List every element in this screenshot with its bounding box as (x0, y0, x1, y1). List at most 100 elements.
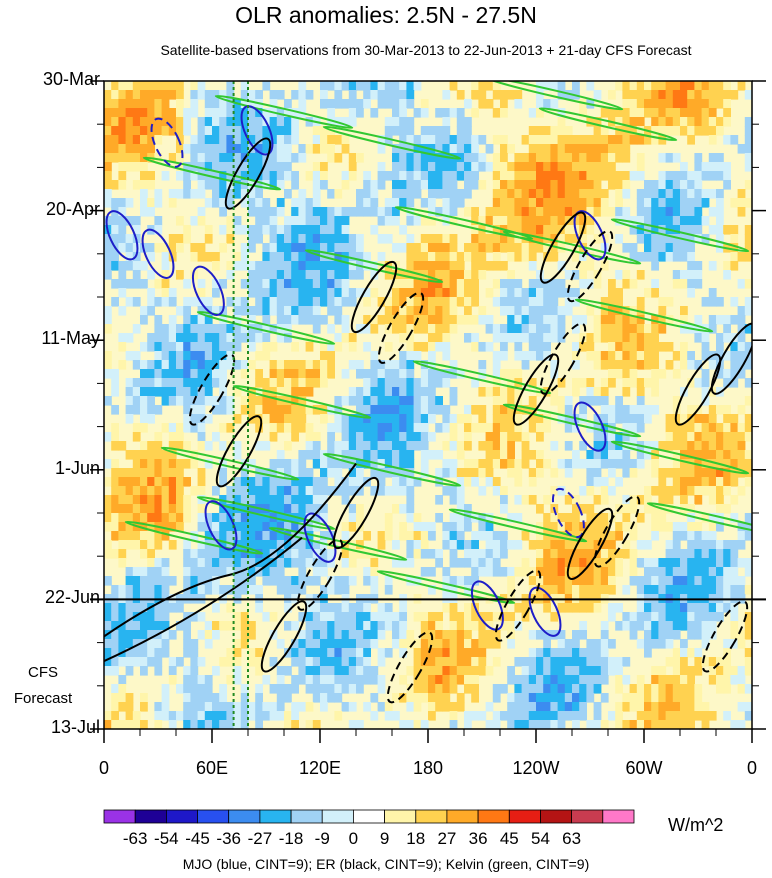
olr-cell (132, 630, 141, 640)
olr-cell (701, 630, 710, 640)
olr-cell (384, 576, 393, 586)
olr-cell (327, 270, 335, 280)
olr-cell (240, 243, 249, 253)
olr-cell (168, 342, 177, 352)
olr-cell (276, 333, 285, 343)
olr-cell (528, 171, 537, 181)
olr-cell (716, 558, 724, 568)
olr-cell (226, 333, 235, 343)
olr-cell (269, 99, 278, 109)
olr-cell (125, 630, 134, 640)
olr-cell (644, 414, 652, 424)
olr-cell (730, 261, 739, 271)
olr-cell (284, 297, 292, 307)
olr-cell (449, 315, 458, 325)
olr-cell (744, 612, 752, 622)
olr-cell (557, 648, 566, 658)
olr-cell (341, 225, 350, 235)
olr-cell (140, 90, 148, 100)
colorbar-swatch (571, 809, 604, 824)
colorbar-swatch (508, 809, 541, 824)
olr-cell (428, 612, 436, 622)
olr-cell (305, 495, 314, 505)
olr-cell (550, 243, 559, 253)
olr-cell (312, 378, 321, 388)
olr-cell (701, 486, 710, 496)
olr-cell (406, 693, 415, 703)
olr-cell (608, 90, 616, 100)
olr-cell (226, 189, 235, 199)
colorbar-label: 9 (379, 829, 390, 848)
olr-cell (557, 81, 566, 91)
olr-cell (744, 360, 752, 370)
olr-cell (212, 198, 220, 208)
olr-cell (608, 639, 616, 649)
olr-cell (233, 576, 242, 586)
olr-cell (255, 522, 263, 532)
olr-cell (694, 126, 703, 136)
olr-cell (420, 378, 429, 388)
olr-cell (471, 171, 479, 181)
olr-cell (579, 486, 587, 496)
olr-cell (701, 189, 710, 199)
olr-cell (327, 486, 335, 496)
olr-cell (456, 189, 465, 199)
olr-cell (442, 702, 451, 712)
olr-cell (651, 243, 659, 253)
olr-cell (622, 90, 631, 100)
olr-cell (564, 225, 573, 235)
olr-cell (291, 639, 299, 649)
olr-cell (356, 648, 364, 658)
olr-cell (622, 504, 631, 514)
olr-cell (168, 459, 177, 469)
olr-cell (392, 387, 400, 397)
olr-cell (564, 675, 573, 685)
olr-cell (204, 108, 213, 118)
olr-cell (176, 216, 184, 226)
olr-cell (320, 297, 328, 307)
olr-cell (255, 702, 263, 712)
olr-cell (276, 252, 285, 262)
olr-cell (363, 459, 371, 469)
olr-cell (701, 639, 710, 649)
olr-cell (183, 567, 191, 577)
olr-cell (420, 675, 429, 685)
olr-cell (550, 387, 559, 397)
olr-cell (161, 171, 170, 181)
olr-cell (730, 513, 739, 523)
olr-cell (190, 486, 199, 496)
kelvin-contour (124, 520, 264, 555)
olr-cell (111, 378, 119, 388)
olr-cell (708, 459, 717, 469)
olr-cell (132, 81, 141, 91)
olr-cell (284, 135, 292, 145)
olr-cell (485, 567, 494, 577)
olr-cell (125, 711, 134, 721)
olr-cell (543, 540, 551, 550)
olr-cell (586, 531, 595, 541)
olr-cell (132, 486, 141, 496)
olr-cell (500, 486, 508, 496)
olr-cell (399, 288, 407, 298)
olr-cell (320, 585, 328, 595)
olr-cell (276, 531, 285, 541)
olr-cell (276, 225, 285, 235)
olr-cell (615, 621, 623, 631)
olr-cell (132, 540, 141, 550)
olr-cell (507, 576, 515, 586)
olr-cell (276, 684, 285, 694)
olr-cell (161, 387, 170, 397)
olr-cell (608, 576, 616, 586)
olr-cell (370, 270, 379, 280)
olr-cell (183, 558, 191, 568)
olr-cell (154, 342, 163, 352)
olr-cell (593, 684, 602, 694)
olr-cell (435, 684, 443, 694)
olr-cell (413, 324, 422, 334)
olr-cell (384, 126, 393, 136)
olr-cell (543, 189, 551, 199)
olr-cell (320, 414, 328, 424)
olr-cell (687, 405, 695, 415)
olr-cell (629, 558, 638, 568)
olr-cell (334, 225, 343, 235)
